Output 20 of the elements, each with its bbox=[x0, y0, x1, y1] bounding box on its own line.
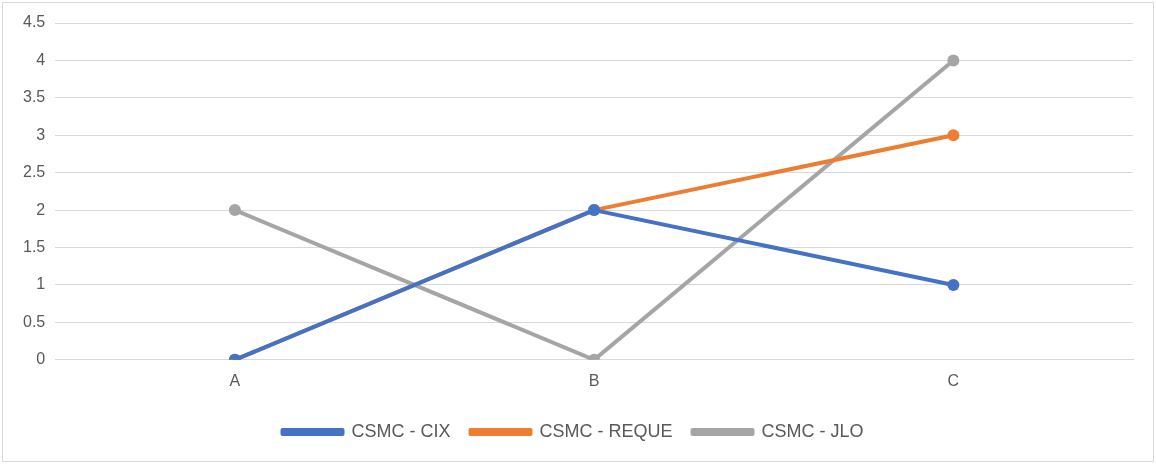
x-tick-label: A bbox=[229, 371, 241, 389]
y-tick-label: 0 bbox=[36, 350, 46, 368]
y-tick-label: 4 bbox=[36, 50, 46, 68]
point bbox=[947, 278, 960, 291]
legend-label: CSMC - JLO bbox=[761, 420, 864, 441]
point bbox=[947, 54, 960, 67]
legend-label: CSMC - CIX bbox=[351, 420, 451, 441]
legend-label: CSMC - REQUE bbox=[539, 420, 673, 441]
y-tick-label: 4.5 bbox=[22, 13, 46, 31]
x-tick-label: C bbox=[947, 371, 960, 389]
point bbox=[947, 129, 960, 142]
y-tick-label: 2 bbox=[36, 200, 46, 218]
y-tick-label: 0.5 bbox=[22, 312, 46, 330]
x-tick-label: B bbox=[588, 371, 600, 389]
y-tick-label: 2.5 bbox=[22, 163, 46, 181]
y-tick-label: 3 bbox=[36, 125, 46, 143]
y-tick-label: 1.5 bbox=[22, 237, 46, 255]
y-tick-label: 3.5 bbox=[22, 88, 46, 106]
y-tick-label: 1 bbox=[36, 275, 46, 293]
point bbox=[228, 204, 241, 217]
